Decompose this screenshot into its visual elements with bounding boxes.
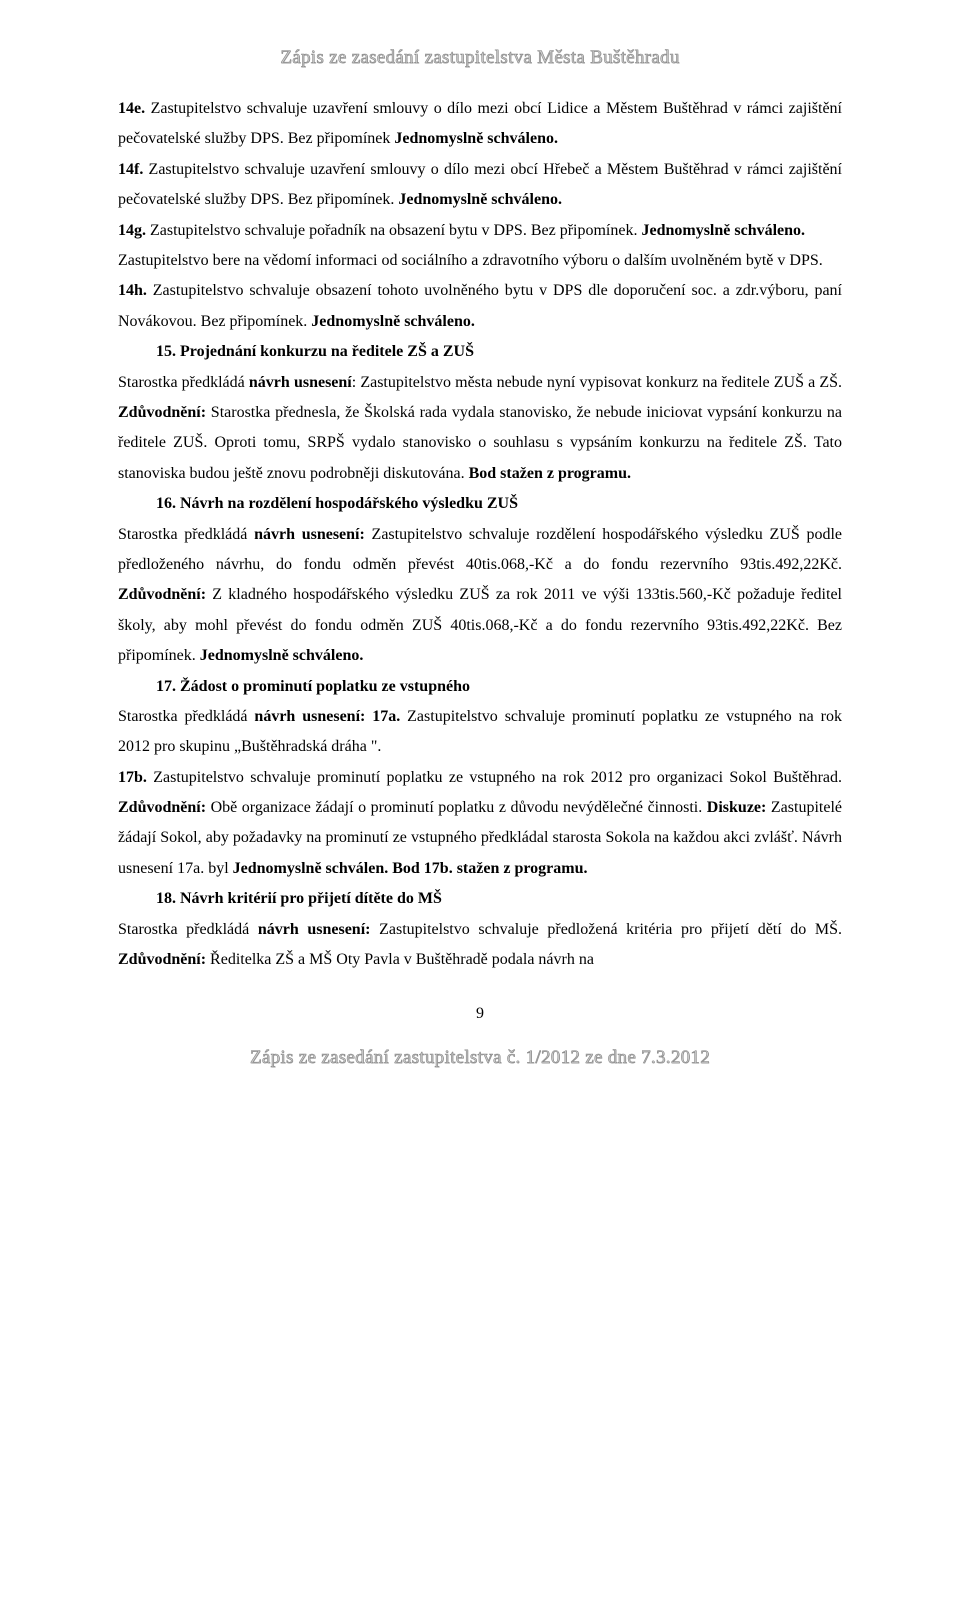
section-17-heading: 17. Žádost o prominutí poplatku ze vstup…: [118, 672, 842, 702]
header-watermark: Zápis ze zasedání zastupitelstva Města B…: [118, 40, 842, 76]
discussion-label: Diskuze:: [707, 799, 767, 816]
section-17-body: Starostka předkládá návrh usnesení: 17a.…: [118, 702, 842, 763]
proposal-label: návrh usnesení:: [254, 526, 365, 543]
resolution-14f: Jednomyslně schváleno.: [398, 191, 562, 208]
resolution-17b: Jednomyslně schválen. Bod 17b. stažen z …: [233, 860, 588, 877]
proposal-label: návrh usnesení:: [258, 921, 371, 938]
section-15-heading: 15. Projednání konkurzu na ředitele ZŠ a…: [118, 337, 842, 367]
heading-text: 18. Návrh kritérií pro přijetí dítěte do…: [156, 890, 442, 907]
heading-text: 16. Návrh na rozdělení hospodářského výs…: [156, 495, 518, 512]
text: Obě organizace žádají o prominutí poplat…: [206, 799, 707, 816]
heading-text: 15. Projednání konkurzu na ředitele ZŠ a…: [156, 343, 474, 360]
justification-label: Zdůvodnění:: [118, 799, 206, 816]
resolution-14h: Jednomyslně schváleno.: [311, 313, 475, 330]
item-label-14e: 14e.: [118, 100, 145, 117]
withdrawn-label: Bod stažen z programu.: [469, 465, 631, 482]
proposal-label: návrh usnesení: [249, 374, 352, 391]
section-16-heading: 16. Návrh na rozdělení hospodářského výs…: [118, 489, 842, 519]
text: Zastupitelstvo schvaluje předložená krit…: [370, 921, 842, 938]
page-number: 9: [118, 999, 842, 1029]
paragraph-14f: 14f. Zastupitelstvo schvaluje uzavření s…: [118, 155, 842, 216]
text: Starostka předkládá: [118, 374, 249, 391]
text: Zastupitelstvo schvaluje pořadník na obs…: [146, 222, 641, 239]
resolution-14e: Jednomyslně schváleno.: [394, 130, 558, 147]
text: Starostka předkládá: [118, 708, 254, 725]
justification-label: Zdůvodnění:: [118, 404, 206, 421]
text: : Zastupitelstvo města nebude nyní vypis…: [352, 374, 842, 391]
section-16-body: Starostka předkládá návrh usnesení: Zast…: [118, 520, 842, 672]
text: Starostka předkládá: [118, 921, 258, 938]
paragraph-14h: 14h. Zastupitelstvo schvaluje obsazení t…: [118, 276, 842, 337]
resolution-16: Jednomyslně schváleno.: [200, 647, 364, 664]
text: Starostka předkládá: [118, 526, 254, 543]
item-label-17b: 17b.: [118, 769, 147, 786]
text: Ředitelka ZŠ a MŠ Oty Pavla v Buštěhradě…: [206, 951, 594, 968]
paragraph-17b: 17b. Zastupitelstvo schvaluje prominutí …: [118, 763, 842, 885]
proposal-label: návrh usnesení: 17a.: [254, 708, 400, 725]
text: Zastupitelstvo schvaluje obsazení tohoto…: [118, 282, 842, 329]
item-label-14f: 14f.: [118, 161, 143, 178]
paragraph-14g: 14g. Zastupitelstvo schvaluje pořadník n…: [118, 216, 842, 246]
section-15-body: Starostka předkládá návrh usnesení: Zast…: [118, 368, 842, 490]
section-18-heading: 18. Návrh kritérií pro přijetí dítěte do…: [118, 884, 842, 914]
item-label-14g: 14g.: [118, 222, 146, 239]
justification-label: Zdůvodnění:: [118, 586, 206, 603]
item-label-14h: 14h.: [118, 282, 147, 299]
text: Zastupitelstvo schvaluje prominutí popla…: [147, 769, 842, 786]
section-18-body: Starostka předkládá návrh usnesení: Zast…: [118, 915, 842, 976]
footer-watermark: Zápis ze zasedání zastupitelstva č. 1/20…: [118, 1040, 842, 1076]
justification-label: Zdůvodnění:: [118, 951, 206, 968]
text: Zastupitelstvo bere na vědomí informaci …: [118, 252, 823, 269]
paragraph-14e: 14e. Zastupitelstvo schvaluje uzavření s…: [118, 94, 842, 155]
heading-text: 17. Žádost o prominutí poplatku ze vstup…: [156, 678, 470, 695]
resolution-14g: Jednomyslně schváleno.: [641, 222, 805, 239]
paragraph-14g-followup: Zastupitelstvo bere na vědomí informaci …: [118, 246, 842, 276]
